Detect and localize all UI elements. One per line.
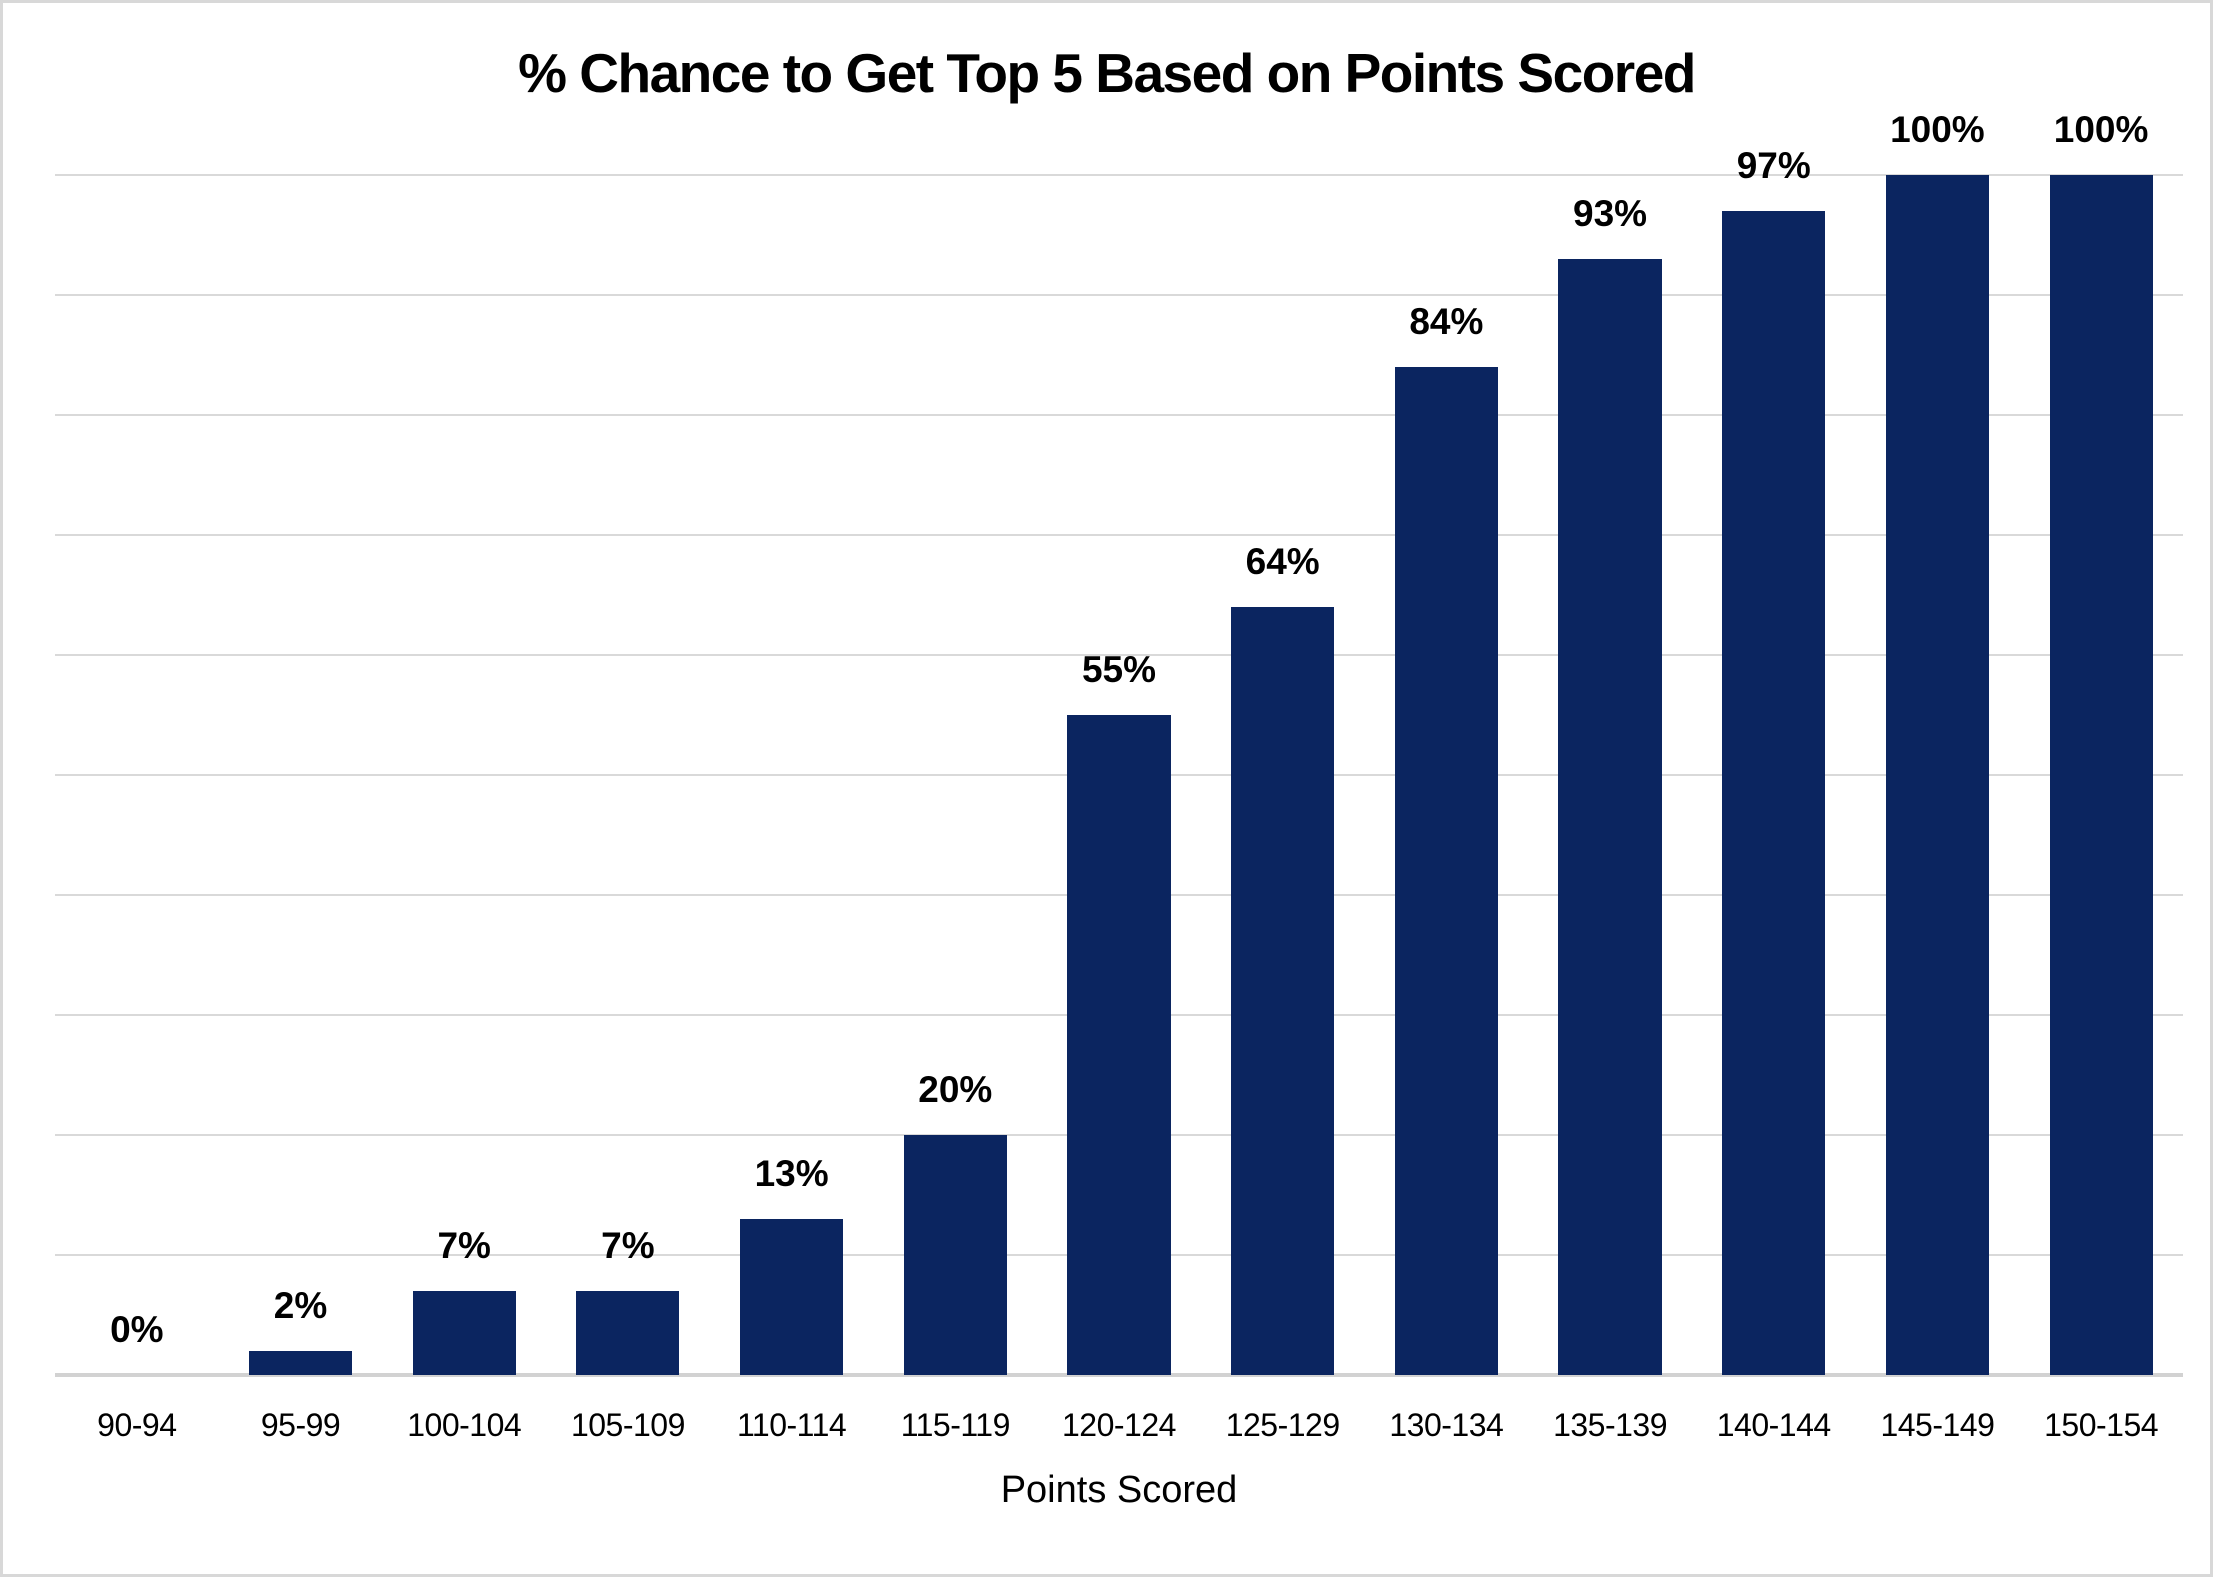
bar — [1067, 715, 1171, 1375]
bar-value-label: 0% — [110, 1309, 164, 1351]
plot-area: 0% 2% 7% 7% 13% 20% 55% 64% 84% 93% 97% 100% 100% — [55, 110, 2183, 1377]
bar-group: 20% — [873, 175, 1037, 1375]
x-tick-label: 145-149 — [1880, 1407, 1995, 1443]
bar-group: 7% — [382, 175, 546, 1375]
gridline-90pct — [55, 294, 2183, 296]
bar-value-label: 7% — [601, 1225, 655, 1267]
bar-value-label: 93% — [1573, 193, 1648, 235]
bars-container: 0% 2% 7% 7% 13% 20% 55% 64% 84% 93% 97% 100% 100% — [55, 110, 2183, 1375]
bar-group: 2% — [219, 175, 383, 1375]
bar — [1231, 607, 1335, 1375]
x-axis-title: Points Scored — [1000, 1469, 1238, 1511]
bar — [2049, 175, 2153, 1375]
x-tick-label: 135-139 — [1553, 1407, 1667, 1443]
bar-group: 64% — [1201, 175, 1365, 1375]
gridline-80pct — [55, 414, 2183, 416]
bar-group: 93% — [1528, 175, 1692, 1375]
bar-value-label: 64% — [1245, 541, 1320, 583]
x-tick-label: 150-154 — [2044, 1407, 2159, 1443]
bar-value-label: 7% — [437, 1225, 491, 1267]
gridline-60pct — [55, 654, 2183, 656]
bar-group: 100% — [1856, 110, 2020, 1375]
bar-value-label: 55% — [1081, 649, 1156, 691]
bar-group: 100% — [2019, 110, 2183, 1375]
x-tick-label: 100-104 — [407, 1407, 522, 1443]
x-tick-label: 130-134 — [1389, 1407, 1504, 1443]
bar-group: 7% — [546, 175, 710, 1375]
bar-value-label: 2% — [273, 1285, 328, 1327]
gridline-100pct — [55, 174, 2183, 176]
x-axis-line — [55, 1373, 2183, 1377]
bar — [248, 1351, 353, 1375]
chart-title: % Chance to Get Top 5 Based on Points Sc… — [518, 42, 1696, 104]
bar-value-label: 20% — [918, 1069, 993, 1111]
x-axis-tick-labels: 90-94 95-99 100-104 105-109 110-114 115-119 12… — [55, 1407, 2183, 1444]
bar-group: 13% — [710, 175, 874, 1375]
x-tick-label: 95-99 — [260, 1407, 341, 1443]
bar — [1394, 367, 1498, 1375]
bar-group: 84% — [1365, 175, 1529, 1375]
x-tick-label: 125-129 — [1225, 1407, 1340, 1443]
bar-value-label: 97% — [1736, 145, 1811, 187]
bar-value-label: 13% — [754, 1153, 829, 1195]
x-tick-label: 90-94 — [97, 1407, 177, 1443]
x-tick-label: 140-144 — [1716, 1407, 1831, 1443]
bar — [1885, 175, 1989, 1375]
bar — [1558, 259, 1662, 1375]
bar — [576, 1291, 680, 1375]
bar-value-label: 100% — [1890, 109, 1985, 151]
bar-group: 55% — [1037, 175, 1201, 1375]
bar-value-label: 84% — [1409, 301, 1484, 343]
bar — [903, 1135, 1007, 1375]
bar-group: 97% — [1692, 146, 1856, 1375]
bar — [412, 1291, 516, 1375]
bar-value-label: 100% — [2053, 109, 2149, 151]
bar — [1722, 211, 1826, 1375]
x-tick-label: 120-124 — [1062, 1407, 1176, 1443]
x-tick-label: 115-119 — [900, 1407, 1011, 1443]
x-tick-label: 110-114 — [737, 1407, 847, 1443]
gridline-70pct — [55, 534, 2183, 536]
bar — [740, 1219, 844, 1375]
bar-group: 0% — [55, 175, 219, 1375]
x-tick-label: 105-109 — [570, 1407, 685, 1443]
